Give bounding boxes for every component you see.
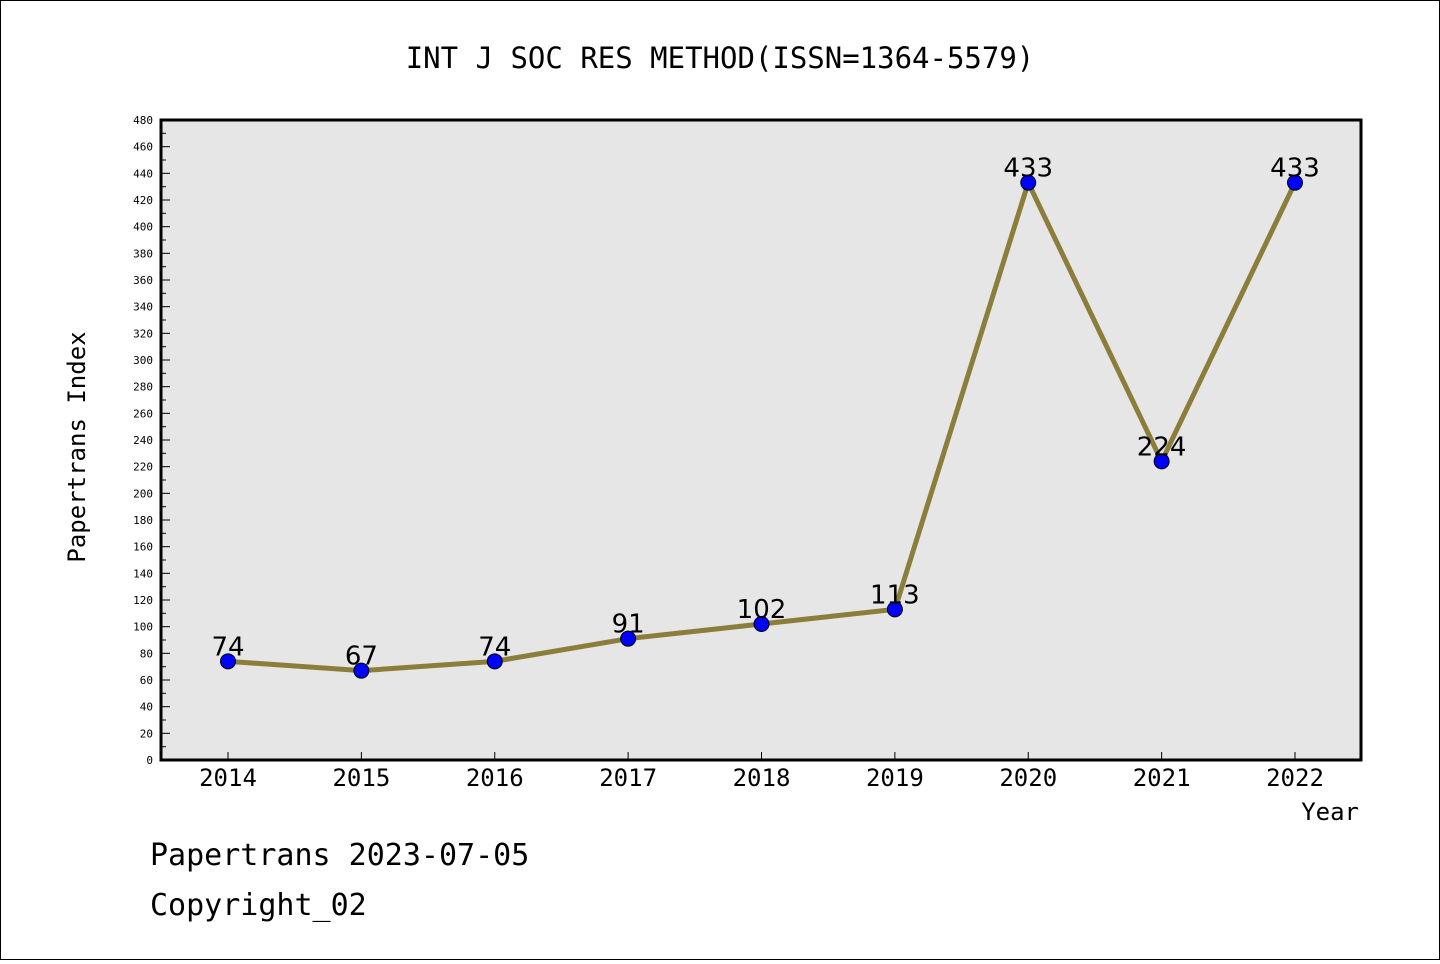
- x-tick-label: 2018: [733, 764, 791, 792]
- x-axis: 2014 2015 2016 2017 2018 2019 2020 2021 2022: [199, 752, 1324, 792]
- y-tick-label: 120: [133, 594, 153, 607]
- data-point: [1153, 453, 1170, 470]
- data-label: 67: [345, 642, 378, 672]
- y-tick-label: 400: [133, 221, 153, 234]
- footer-copyright: Copyright_02: [150, 888, 367, 923]
- data-point: [353, 662, 370, 679]
- y-tick-label: 440: [133, 167, 153, 180]
- y-tick-label: 320: [133, 327, 153, 340]
- data-point: [1020, 174, 1037, 191]
- data-label: 91: [612, 610, 645, 640]
- y-tick-label: 180: [133, 514, 153, 527]
- y-tick-label: 300: [133, 354, 153, 367]
- data-label: 74: [478, 632, 511, 662]
- y-tick-label: 260: [133, 407, 153, 420]
- series-group: 74 67 74 91 102 113 433 224 433: [211, 154, 1320, 679]
- data-label: 74: [211, 632, 244, 662]
- y-tick-label: 460: [133, 141, 153, 154]
- y-axis-label: Papertrans Index: [63, 331, 91, 562]
- y-tick-label: 20: [140, 727, 153, 740]
- data-point: [486, 653, 503, 670]
- x-tick-label: 2016: [466, 764, 524, 792]
- y-tick-label: 200: [133, 487, 153, 500]
- y-tick-label: 280: [133, 381, 153, 394]
- y-tick-label: 160: [133, 541, 153, 554]
- plot-area: [159, 118, 1363, 762]
- y-axis: 0 20 40 60 80 100 120 140 160 180 200 220 240 260 280 3…: [133, 114, 170, 767]
- data-point: [220, 653, 236, 670]
- y-tick-label: 360: [133, 274, 153, 287]
- data-point: [753, 616, 770, 632]
- y-tick-label: 80: [140, 647, 153, 660]
- y-tick-label: 240: [133, 434, 153, 447]
- y-tick-label: 60: [140, 674, 153, 687]
- data-label: 224: [1137, 432, 1187, 462]
- footer-date: Papertrans 2023-07-05: [150, 838, 529, 873]
- data-point: [620, 630, 637, 647]
- y-tick-label: 420: [133, 194, 153, 207]
- data-point: [886, 601, 903, 618]
- chart-title: INT J SOC RES METHOD(ISSN=1364-5579): [406, 41, 1035, 75]
- y-tick-label: 220: [133, 461, 153, 474]
- data-point: [1287, 174, 1303, 191]
- y-tick-label: 140: [133, 567, 153, 580]
- x-axis-label: Year: [1301, 798, 1359, 826]
- data-label: 113: [870, 580, 920, 610]
- y-tick-label: 40: [140, 701, 153, 714]
- x-tick-label: 2019: [866, 764, 924, 792]
- x-tick-label: 2021: [1133, 764, 1191, 792]
- x-tick-label: 2022: [1266, 764, 1324, 792]
- y-tick-label: 380: [133, 247, 153, 260]
- data-label: 433: [1270, 154, 1320, 184]
- y-tick-label: 340: [133, 301, 153, 314]
- x-tick-label: 2014: [199, 764, 257, 792]
- y-tick-label: 480: [133, 114, 153, 127]
- data-label: 433: [1003, 154, 1053, 184]
- x-tick-label: 2017: [599, 764, 657, 792]
- x-tick-label: 2015: [332, 764, 390, 792]
- x-tick-label: 2020: [999, 764, 1057, 792]
- y-tick-label: 100: [133, 621, 153, 634]
- data-label: 102: [737, 595, 787, 625]
- y-tick-label: 0: [146, 754, 153, 767]
